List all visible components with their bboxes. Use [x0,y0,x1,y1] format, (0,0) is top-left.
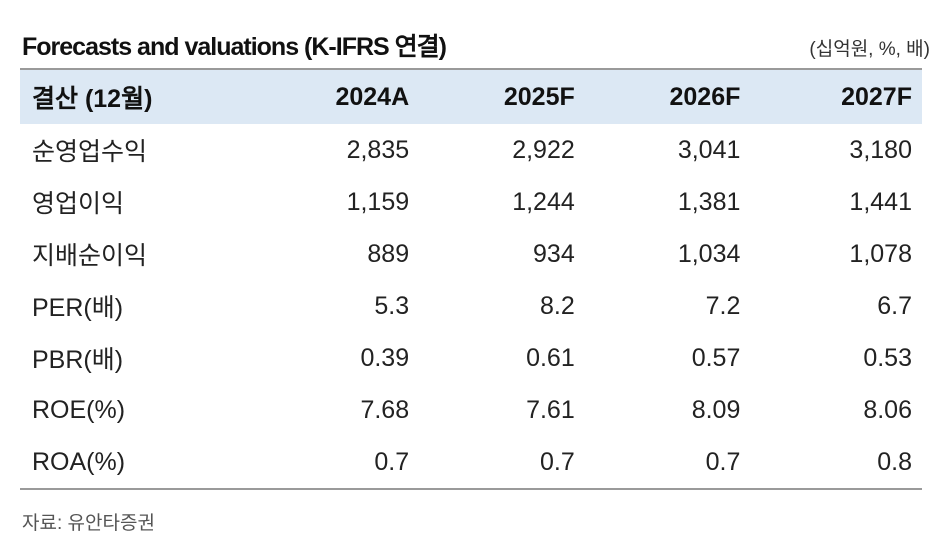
row-value: 0.53 [863,343,912,372]
row-value: 8.2 [539,291,575,320]
table-title: Forecasts and valuations (K-IFRS 연결) [22,33,447,61]
row-value: 0.61 [526,343,575,372]
table-row: 순영업수익 2,835 2,922 3,041 3,180 [20,124,922,176]
row-value: 7.2 [705,291,741,320]
source-note: 자료: 유안타증권 [22,513,155,534]
row-value: 8.09 [691,395,741,424]
row-value: 1,441 [849,187,912,216]
row-label: 순영업수익 [32,138,148,166]
table-row: PBR(배) 0.39 0.61 0.57 0.53 [20,332,922,384]
row-value: 7.61 [526,395,575,424]
row-value: 934 [533,239,575,268]
row-value: 889 [367,239,410,268]
header-label: 결산 (12월) [32,85,153,113]
row-value: 1,034 [677,239,741,268]
row-value: 5.3 [374,291,410,320]
row-label: 지배순이익 [32,242,148,270]
row-value: 1,244 [512,187,575,216]
header-year: 2024A [335,82,410,111]
row-value: 0.8 [877,447,912,476]
table-row: ROA(%) 0.7 0.7 0.7 0.8 [20,436,922,488]
row-value: 0.7 [705,447,741,476]
row-value: 1,159 [346,187,410,216]
header-year: 2025F [503,82,575,111]
row-label: PER(배) [32,294,124,322]
row-value: 0.57 [691,343,741,372]
table-row: 영업이익 1,159 1,244 1,381 1,441 [20,176,922,228]
unit-note: (십억원, %, 배) [809,39,930,60]
row-value: 0.39 [360,343,410,372]
table-row: ROE(%) 7.68 7.61 8.09 8.06 [20,384,922,436]
row-value: 1,381 [677,187,741,216]
row-value: 2,835 [346,135,410,164]
row-label: ROA(%) [32,447,126,476]
row-value: 0.7 [539,447,575,476]
row-value: 7.68 [360,395,410,424]
header-year: 2027F [841,82,912,111]
row-value: 8.06 [863,395,912,424]
table-header-row: 결산 (12월) 2024A 2025F 2026F 2027F [20,70,922,124]
forecast-table: 결산 (12월) 2024A 2025F 2026F 2027F 순영업수익 2… [20,68,922,490]
row-value: 3,180 [849,135,912,164]
table-row: PER(배) 5.3 8.2 7.2 6.7 [20,280,922,332]
header-year: 2026F [669,82,741,111]
row-value: 6.7 [877,291,912,320]
row-value: 1,078 [849,239,912,268]
row-label: PBR(배) [32,346,124,374]
row-value: 0.7 [374,447,410,476]
row-value: 3,041 [677,135,741,164]
row-value: 2,922 [512,135,575,164]
row-label: ROE(%) [32,395,126,424]
table-row: 지배순이익 889 934 1,034 1,078 [20,228,922,280]
row-label: 영업이익 [32,190,125,218]
